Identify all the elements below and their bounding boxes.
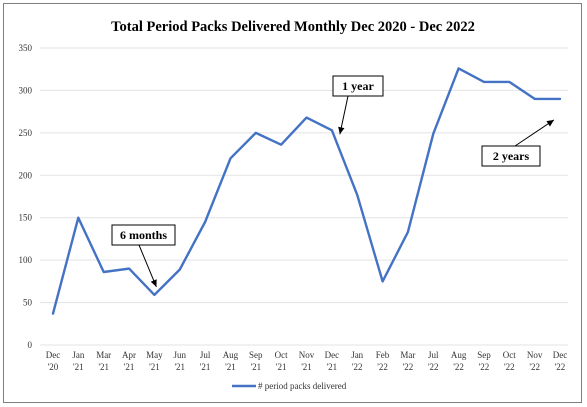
- x-tick-label: Jul '21: [200, 350, 211, 372]
- x-tick-month: Jul: [200, 350, 211, 360]
- x-tick-label: Jan '21: [72, 350, 84, 372]
- annotation-box: [481, 145, 541, 167]
- y-tick-label: 350: [19, 43, 33, 53]
- x-tick-label: Mar '22: [400, 350, 415, 372]
- x-tick-month: Nov: [299, 350, 315, 360]
- x-tick-month: Feb: [376, 350, 390, 360]
- x-tick-year: '21: [301, 362, 312, 372]
- x-tick-label: Apr '21: [122, 350, 136, 372]
- x-tick-month: Nov: [527, 350, 543, 360]
- y-tick-label: 300: [19, 85, 33, 95]
- x-tick-year: '21: [327, 362, 338, 372]
- chart-title: Total Period Packs Delivered Monthly Dec…: [111, 19, 475, 35]
- x-tick-label: Oct '22: [503, 350, 516, 372]
- x-tick-year: '22: [352, 362, 363, 372]
- y-tick-label: 0: [28, 340, 33, 350]
- annotation-text: 1 year: [342, 79, 374, 93]
- annotation: 2 years: [481, 119, 555, 167]
- y-tick-label: 250: [19, 128, 33, 138]
- x-tick-year: '20: [48, 362, 59, 372]
- x-tick-month: Aug: [223, 350, 239, 360]
- x-tick-month: Jun: [173, 350, 186, 360]
- x-tick-year: '21: [124, 362, 135, 372]
- x-tick-label: Mar '21: [96, 350, 111, 372]
- x-tick-label: Nov '22: [527, 350, 543, 372]
- annotation-text: 2 years: [493, 149, 530, 163]
- x-tick-label: Jan '22: [351, 350, 363, 372]
- x-tick-month: Jan: [351, 350, 363, 360]
- annotation-arrowhead: [546, 119, 554, 127]
- x-tick-label: Dec '20: [46, 350, 61, 372]
- x-tick-month: Sep: [477, 350, 491, 360]
- x-tick-label: Sep '21: [249, 350, 263, 372]
- x-tick-year: '21: [149, 362, 160, 372]
- x-tick-year: '21: [98, 362, 109, 372]
- gridlines: [40, 47, 568, 346]
- annotation: 1 year: [332, 75, 384, 135]
- x-tick-label: Aug '21: [223, 350, 239, 372]
- y-tick-label: 50: [23, 298, 33, 308]
- x-tick-year: '22: [555, 362, 566, 372]
- x-tick-month: Mar: [96, 350, 111, 360]
- x-tick-month: Aug: [451, 350, 467, 360]
- chart-frame: [3, 3, 582, 403]
- y-tick-label: 200: [19, 170, 33, 180]
- x-tick-label: Feb '22: [376, 350, 390, 372]
- x-tick-year: '22: [453, 362, 464, 372]
- annotation-text: 6 months: [120, 228, 167, 242]
- x-tick-year: '22: [529, 362, 540, 372]
- series-layer: [51, 67, 562, 315]
- x-tick-label: Jul '22: [428, 350, 439, 372]
- x-tick-year: '21: [276, 362, 287, 372]
- x-tick-month: Dec: [46, 350, 61, 360]
- annotations: 6 months 1 year 2 years: [111, 75, 555, 288]
- x-tick-label: Jun '21: [173, 350, 186, 372]
- annotation-box: [332, 75, 384, 97]
- x-axis-ticks: Dec '20 Jan '21 Mar '21 Apr '21 May '21 Jun '21 Jul '…: [46, 350, 568, 372]
- annotation-arrowhead: [338, 126, 345, 135]
- x-tick-year: '21: [174, 362, 185, 372]
- x-tick-label: Nov '21: [299, 350, 315, 372]
- x-tick-month: Sep: [249, 350, 263, 360]
- x-tick-month: Jul: [428, 350, 439, 360]
- x-tick-year: '22: [403, 362, 414, 372]
- x-tick-month: Dec: [325, 350, 340, 360]
- annotation-arrowhead: [150, 279, 157, 287]
- x-tick-year: '21: [73, 362, 84, 372]
- x-tick-year: '21: [225, 362, 236, 372]
- x-tick-month: Mar: [400, 350, 415, 360]
- x-tick-month: Jan: [72, 350, 84, 360]
- legend-label: # period packs delivered: [258, 381, 347, 391]
- y-axis-ticks: 0 50 100 150 200 250 300 350: [19, 43, 33, 350]
- x-tick-year: '22: [377, 362, 388, 372]
- annotation-box: [111, 224, 176, 246]
- x-tick-label: Dec '22: [553, 350, 568, 372]
- y-tick-label: 100: [19, 255, 33, 265]
- x-tick-month: Apr: [122, 350, 136, 360]
- annotation-arrow: [138, 244, 157, 288]
- x-tick-label: Oct '21: [275, 350, 288, 372]
- legend: # period packs delivered: [232, 381, 347, 391]
- x-tick-month: May: [146, 350, 163, 360]
- x-tick-month: Oct: [275, 350, 288, 360]
- x-tick-year: '21: [250, 362, 261, 372]
- x-tick-label: May '21: [146, 350, 163, 372]
- x-tick-month: Dec: [553, 350, 568, 360]
- y-tick-label: 150: [19, 213, 33, 223]
- x-tick-month: Oct: [503, 350, 516, 360]
- x-tick-year: '21: [200, 362, 211, 372]
- x-tick-year: '22: [479, 362, 490, 372]
- x-tick-label: Aug '22: [451, 350, 467, 372]
- x-tick-year: '22: [428, 362, 439, 372]
- series-line: [51, 67, 562, 315]
- annotation-arrow: [514, 119, 555, 147]
- x-tick-label: Sep '22: [477, 350, 491, 372]
- annotation: 6 months: [111, 224, 176, 288]
- x-tick-year: '22: [504, 362, 515, 372]
- x-tick-label: Dec '21: [325, 350, 340, 372]
